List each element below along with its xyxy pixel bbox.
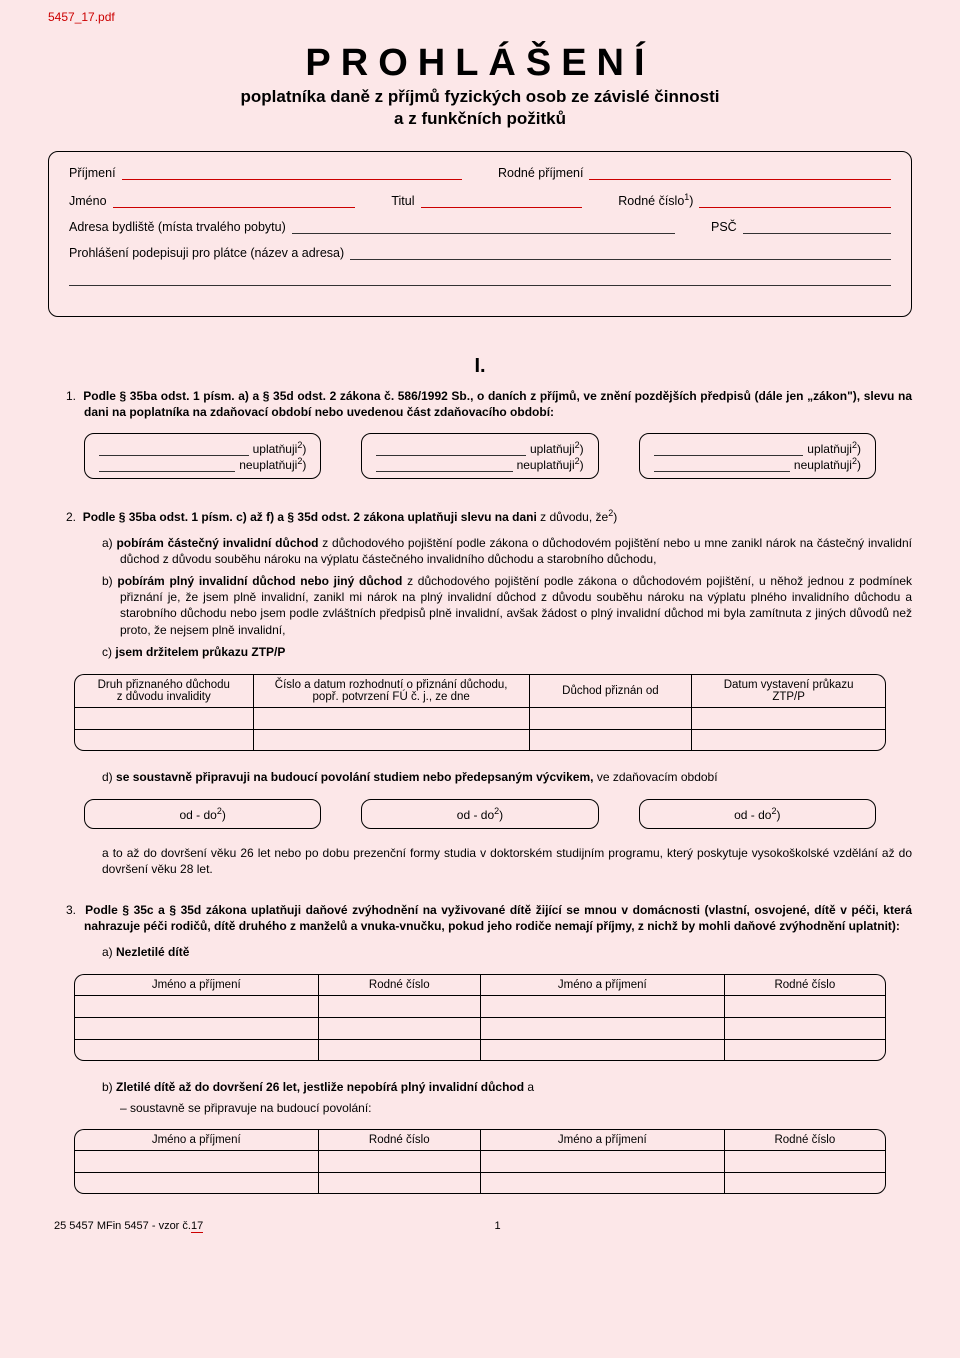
label-rodne-prijmeni: Rodné příjmení [498,166,583,180]
footer-page: 1 [203,1220,792,1233]
input-rodne-prijmeni[interactable] [589,166,891,180]
section-I-heading: I. [48,355,912,378]
p2-d: d) se soustavně připravuji na budoucí po… [48,769,912,785]
pill3-line1[interactable] [654,444,804,456]
th-priznan: Důchod přiznán od [529,674,691,707]
label-psc: PSČ [711,220,737,234]
table-duchod: Druh přiznaného důchodu z důvodu invalid… [74,674,886,751]
th-ztpp: Datum vystavení průkazu ZTP/P [691,674,886,707]
input-platce-line2[interactable] [69,272,891,286]
th-druh: Druh přiznaného důchodu z důvodu invalid… [74,674,253,707]
table-zletile: Jméno a příjmení Rodné číslo Jméno a pří… [74,1129,886,1194]
doc-subtitle-2: a z funkčních požitků [48,109,912,129]
page: 5457_17.pdf PROHLÁŠENÍ poplatníka daně z… [0,0,960,1358]
label-prohlaseni-platce: Prohlášení podepisuji pro plátce (název … [69,246,344,260]
th-k4: Rodné číslo [724,974,886,995]
th-k2: Rodné číslo [318,974,480,995]
footer-version: 17 [191,1220,203,1233]
pill2-line2[interactable] [376,460,512,472]
p3-a: a) Nezletilé dítě [48,944,912,960]
label-titul: Titul [391,194,414,208]
table-nezletile: Jméno a příjmení Rodné číslo Jméno a pří… [74,974,886,1061]
footer: 25 5457 MFin 5457 - vzor č. 17 1 [48,1220,912,1233]
input-rodne-cislo[interactable] [699,194,891,208]
doc-title: PROHLÁŠENÍ [48,42,912,85]
para-1: 1. Podle § 35ba odst. 1 písm. a) a § 35d… [48,388,912,420]
pill-2: uplatňuji2) neuplatňuji2) [361,433,598,479]
pill1-line1[interactable] [99,444,249,456]
table-row [74,1039,886,1061]
para-3: 3. Podle § 35c a § 35d zákona uplatňuji … [48,902,912,934]
th-z4: Rodné číslo [724,1129,886,1150]
table-row [74,707,886,729]
input-psc[interactable] [743,220,891,234]
p2-b: b) pobírám plný invalidní důchod nebo ji… [102,573,912,638]
th-cislo: Číslo a datum rozhodnutí o přiznání důch… [253,674,529,707]
th-z1: Jméno a příjmení [74,1129,318,1150]
p2-a: a) pobírám částečný invalidní důchod z d… [102,535,912,567]
label-adresa: Adresa bydliště (místa trvalého pobytu) [69,220,286,234]
pill3-line2[interactable] [654,460,790,472]
pill2-line1[interactable] [376,444,526,456]
th-z3: Jméno a příjmení [480,1129,724,1150]
p2-list: a) pobírám částečný invalidní důchod z d… [48,535,912,660]
label-rodne-cislo: Rodné číslo1) [618,192,693,208]
para-2: 2. Podle § 35ba odst. 1 písm. c) až f) a… [48,507,912,525]
footer-code: 25 5457 MFin 5457 - vzor č. [54,1220,191,1233]
uplatnuji-pills: uplatňuji2) neuplatňuji2) uplatňuji2) ne… [84,433,876,479]
doc-subtitle-1: poplatníka daně z příjmů fyzických osob … [48,87,912,107]
input-prijmeni[interactable] [122,166,462,180]
oddo-3[interactable]: od - do2) [639,799,876,829]
input-platce[interactable] [350,246,891,260]
table-row [74,995,886,1017]
filename-label: 5457_17.pdf [48,10,912,24]
input-adresa[interactable] [292,220,675,234]
input-jmeno[interactable] [113,194,356,208]
p3-b-sub: – soustavně se připravuje na budoucí pov… [102,1101,912,1115]
table-row [74,1017,886,1039]
p2-c: c) jsem držitelem průkazu ZTP/P [102,644,912,660]
label-jmeno: Jméno [69,194,107,208]
oddo-2[interactable]: od - do2) [361,799,598,829]
pill1-line2[interactable] [99,460,235,472]
input-titul[interactable] [421,194,583,208]
table-row [74,1150,886,1172]
identity-box: Příjmení Rodné příjmení Jméno Titul Rodn… [48,151,912,317]
th-k3: Jméno a příjmení [480,974,724,995]
pill-3: uplatňuji2) neuplatňuji2) [639,433,876,479]
table-row [74,729,886,751]
label-prijmeni: Příjmení [69,166,116,180]
th-k1: Jméno a příjmení [74,974,318,995]
th-z2: Rodné číslo [318,1129,480,1150]
table-row [74,1172,886,1194]
pill-1: uplatňuji2) neuplatňuji2) [84,433,321,479]
p3-b: b) Zletilé dítě až do dovršení 26 let, j… [48,1079,912,1115]
oddo-1[interactable]: od - do2) [84,799,321,829]
d-note: a to až do dovršení věku 26 let nebo po … [48,845,912,877]
od-do-row: od - do2) od - do2) od - do2) [84,799,876,829]
